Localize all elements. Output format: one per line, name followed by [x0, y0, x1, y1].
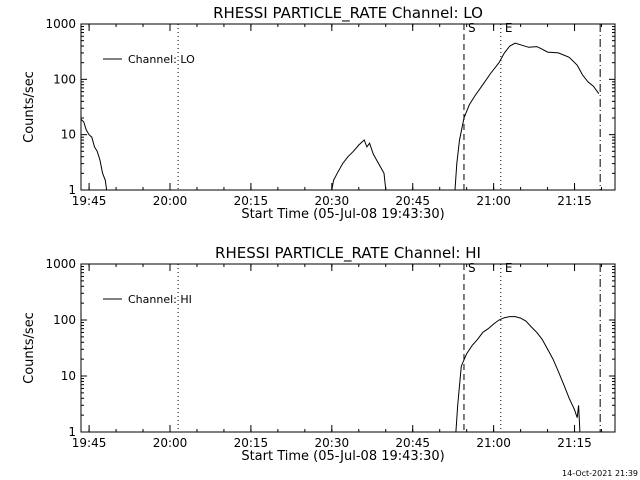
x-tick-label: 20:45 — [395, 194, 430, 208]
y-tick-label: 1 — [68, 425, 76, 439]
x-tick-label: 20:15 — [234, 194, 269, 208]
y-tick-label: 1 — [68, 183, 76, 197]
x-axis-label: Start Time (05-Jul-08 19:43:30) — [241, 207, 444, 222]
x-axis-label: Start Time (05-Jul-08 19:43:30) — [241, 449, 444, 464]
series-line — [455, 316, 581, 433]
y-tick-label: 1000 — [45, 257, 76, 271]
x-tick-label: 20:30 — [315, 194, 350, 208]
x-tick-label: 20:00 — [153, 436, 188, 450]
y-tick-label: 10 — [61, 128, 76, 142]
event-marker-label: S — [468, 21, 476, 35]
y-axis-label: Counts/sec — [22, 312, 37, 384]
x-tick-label: 20:00 — [153, 194, 188, 208]
x-tick-label: 19:45 — [72, 194, 107, 208]
event-marker-label: S — [468, 261, 476, 275]
series-line — [80, 118, 108, 191]
chart-title: RHESSI PARTICLE_RATE Channel: HI — [215, 244, 481, 263]
x-tick-label: 21:15 — [557, 194, 592, 208]
y-tick-label: 100 — [53, 313, 76, 327]
timestamp-label: 14-Oct-2021 21:39 — [562, 469, 638, 478]
chart-panel-hi: RHESSI PARTICLE_RATE Channel: HI 1 10 100 10… — [22, 244, 616, 464]
chart-title: RHESSI PARTICLE_RATE Channel: LO — [213, 4, 483, 23]
x-tick-label: 19:45 — [72, 436, 107, 450]
event-marker-label: E — [505, 261, 513, 275]
x-tick-label: 20:30 — [315, 436, 350, 450]
y-tick-label: 1000 — [45, 17, 76, 31]
chart-panel-lo: RHESSI PARTICLE_RATE Channel: LO 1 10 100 10… — [22, 4, 616, 222]
plot-frame — [80, 263, 616, 433]
y-tick-label: 10 — [61, 369, 76, 383]
x-tick-label: 21:00 — [476, 436, 511, 450]
legend-label: Channel: LO — [128, 53, 195, 66]
plot-frame — [80, 23, 616, 191]
series-line — [454, 42, 600, 191]
legend-label: Channel: HI — [128, 293, 192, 306]
x-tick-label: 20:15 — [234, 436, 269, 450]
y-axis-label: Counts/sec — [22, 71, 37, 143]
y-tick-label: 100 — [53, 72, 76, 86]
x-tick-label: 21:15 — [557, 436, 592, 450]
event-marker-label: E — [505, 21, 513, 35]
x-tick-label: 20:45 — [395, 436, 430, 450]
x-tick-label: 21:00 — [476, 194, 511, 208]
series-line — [331, 139, 387, 191]
